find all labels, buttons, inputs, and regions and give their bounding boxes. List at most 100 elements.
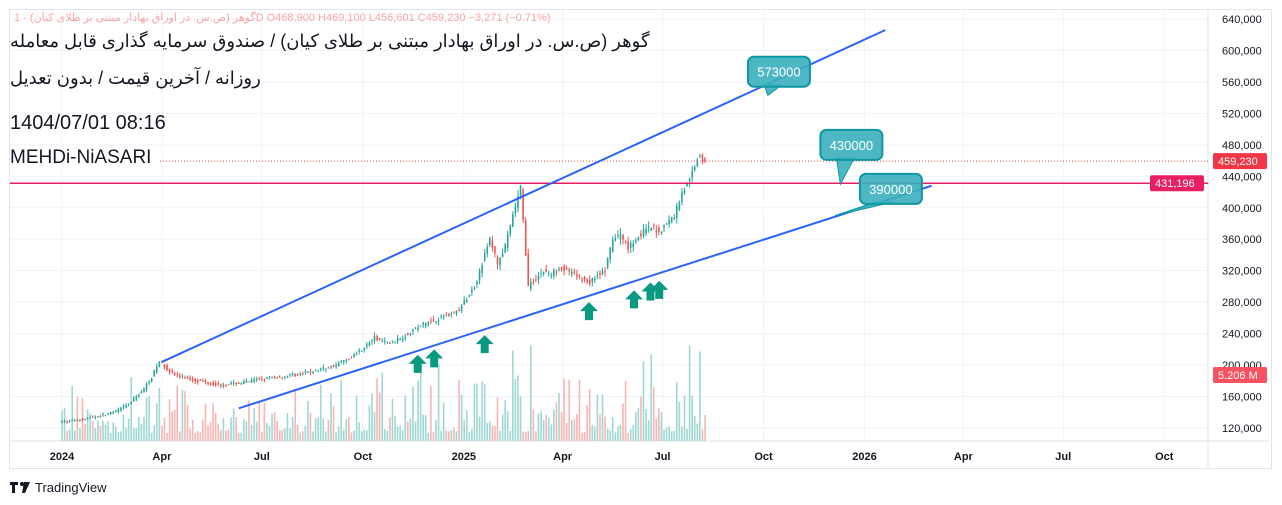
volume-bar [645,409,647,441]
candle-body [102,414,104,416]
candle-body [386,341,389,343]
volume-bar [161,425,163,441]
volume-bar [422,414,425,441]
candle-body [74,420,76,422]
candles [61,153,706,424]
volume-bar [570,420,573,441]
candle-body [76,420,79,422]
candle-body [184,377,186,379]
volume-bar [665,427,668,441]
volume-bar [437,364,440,441]
candle-body [517,196,519,208]
volume-bar [691,395,693,441]
candle-body [668,219,670,225]
volume-bar [317,417,319,441]
price-tick-label: 160,000 [1222,392,1262,404]
candle-body [117,409,120,412]
candle-body [573,271,576,273]
candle-body [506,234,509,248]
candle-body [212,382,214,386]
candle-body [545,269,547,272]
candle-body [673,217,676,219]
buy-arrow-icon [475,335,494,354]
volume-bar [573,418,576,441]
volume-bar [79,428,81,441]
price-tick-label: 520,000 [1222,108,1262,120]
candle-body [232,382,235,384]
candle-body [448,313,450,316]
price-tick-label: 640,000 [1222,14,1262,26]
candle-body [655,230,658,233]
candle-body [686,182,688,187]
volume-bar [340,380,343,441]
candle-body [670,217,673,223]
callout-pointer [835,157,856,186]
chart-frame [9,9,1272,469]
volume-bar [701,429,704,441]
time-tick-label: Jul [254,451,270,463]
volume-bar [173,409,176,441]
volume-bar [66,430,68,441]
volume-bar [191,419,194,441]
volume-bar [309,412,312,441]
volume-bar [261,432,263,441]
candle-body [345,360,348,362]
volume-bar [522,431,524,441]
volume-bar [606,428,609,441]
volume-bar [250,425,253,441]
volume-bar [506,411,509,441]
candle-body [622,234,624,240]
candle-body [409,333,412,335]
candle-body [317,370,319,372]
candle-body [122,406,125,408]
candle-body [535,279,537,281]
candle-body [565,267,568,269]
candle-body [422,323,425,325]
volume-badge-bg [1213,367,1267,383]
candle-body [161,362,163,364]
volume-bar [348,416,350,441]
tradingview-logo-icon [10,481,30,493]
volume-bar [389,417,391,441]
candle-body [135,396,138,400]
volume-bar [335,432,337,441]
candle-body [473,288,476,290]
candle-body [230,382,232,385]
volume-bar [424,414,427,441]
volume-bar [225,430,227,441]
candle-body [445,315,448,317]
price-tick-label: 600,000 [1222,45,1262,57]
candle-body [179,375,181,377]
candle-body [394,342,396,344]
volume-bar [401,430,404,441]
candle-body [632,243,635,248]
candle-body [250,379,253,383]
time-tick-label: Apr [954,451,974,463]
candle-body [417,327,419,330]
volume-bar [565,422,568,441]
volume-bar [699,351,701,441]
candle-body [504,244,506,253]
volume-bar [504,400,506,441]
volume-bar [481,381,483,441]
candle-body [289,374,291,376]
candle-body [138,394,140,397]
volume-bar [627,432,629,441]
candle-body [512,214,514,228]
candle-body [235,382,237,385]
candle-body [391,340,394,342]
candle-body [327,367,330,369]
candle-body [688,178,691,182]
tradingview-logo[interactable]: TradingView [10,480,107,495]
candle-body [186,377,189,379]
candle-body [125,405,127,408]
candle-body [570,271,573,275]
candle-body [699,155,701,157]
candle-body [540,273,542,275]
price-tick-label: 480,000 [1222,140,1262,152]
callout-label: 573000 [757,65,800,80]
candle-body [660,231,663,234]
volume-bar [412,386,414,441]
volume-bar [220,429,222,441]
